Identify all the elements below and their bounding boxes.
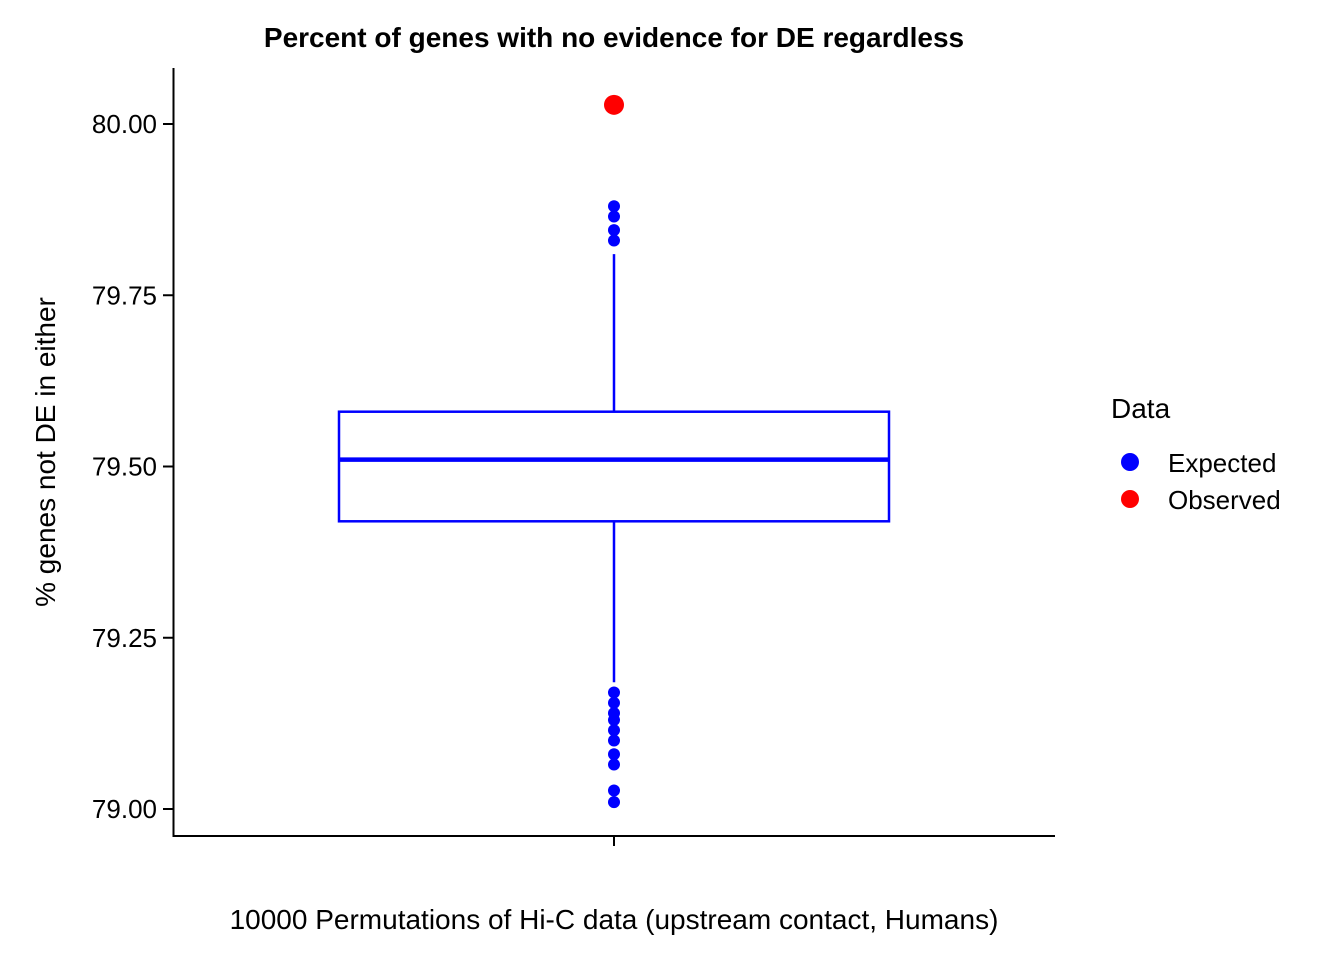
plot-area [337, 94, 891, 809]
outlier-point [608, 713, 620, 726]
outlier-point [608, 686, 620, 699]
outlier-point [608, 224, 620, 237]
outlier-point [608, 724, 620, 737]
legend-label-expected: Expected [1168, 448, 1276, 478]
legend-swatch-expected [1121, 453, 1139, 471]
chart-title: Percent of genes with no evidence for DE… [264, 22, 964, 53]
outlier-point [608, 210, 620, 223]
legend-label-observed: Observed [1168, 485, 1281, 515]
legend-title: Data [1111, 393, 1171, 424]
legend-swatch-observed [1121, 490, 1139, 508]
outlier-point [608, 758, 620, 771]
outlier-point [608, 796, 620, 809]
legend: Data Expected Observed [1111, 393, 1281, 515]
x-axis [172, 835, 1055, 846]
y-tick-label: 79.00 [92, 794, 157, 824]
outlier-point [608, 696, 620, 709]
outlier-point [608, 200, 620, 213]
y-tick-label: 79.75 [92, 280, 157, 310]
y-tick-label: 80.00 [92, 109, 157, 139]
observed-point [604, 94, 624, 115]
y-tick-label: 79.50 [92, 452, 157, 482]
y-tick-label: 79.25 [92, 623, 157, 653]
outlier-point [608, 748, 620, 761]
outlier-point [608, 734, 620, 747]
y-axis: 79.00 79.25 79.50 79.75 80.00 [92, 68, 175, 836]
y-axis-label: % genes not DE in either [30, 297, 61, 607]
x-axis-label: 10000 Permutations of Hi-C data (upstrea… [230, 904, 999, 935]
outlier-point [608, 784, 620, 797]
box-iqr [337, 410, 891, 523]
outlier-point [608, 234, 620, 247]
legend-item-observed: Observed [1121, 485, 1281, 515]
legend-item-expected: Expected [1121, 448, 1276, 478]
